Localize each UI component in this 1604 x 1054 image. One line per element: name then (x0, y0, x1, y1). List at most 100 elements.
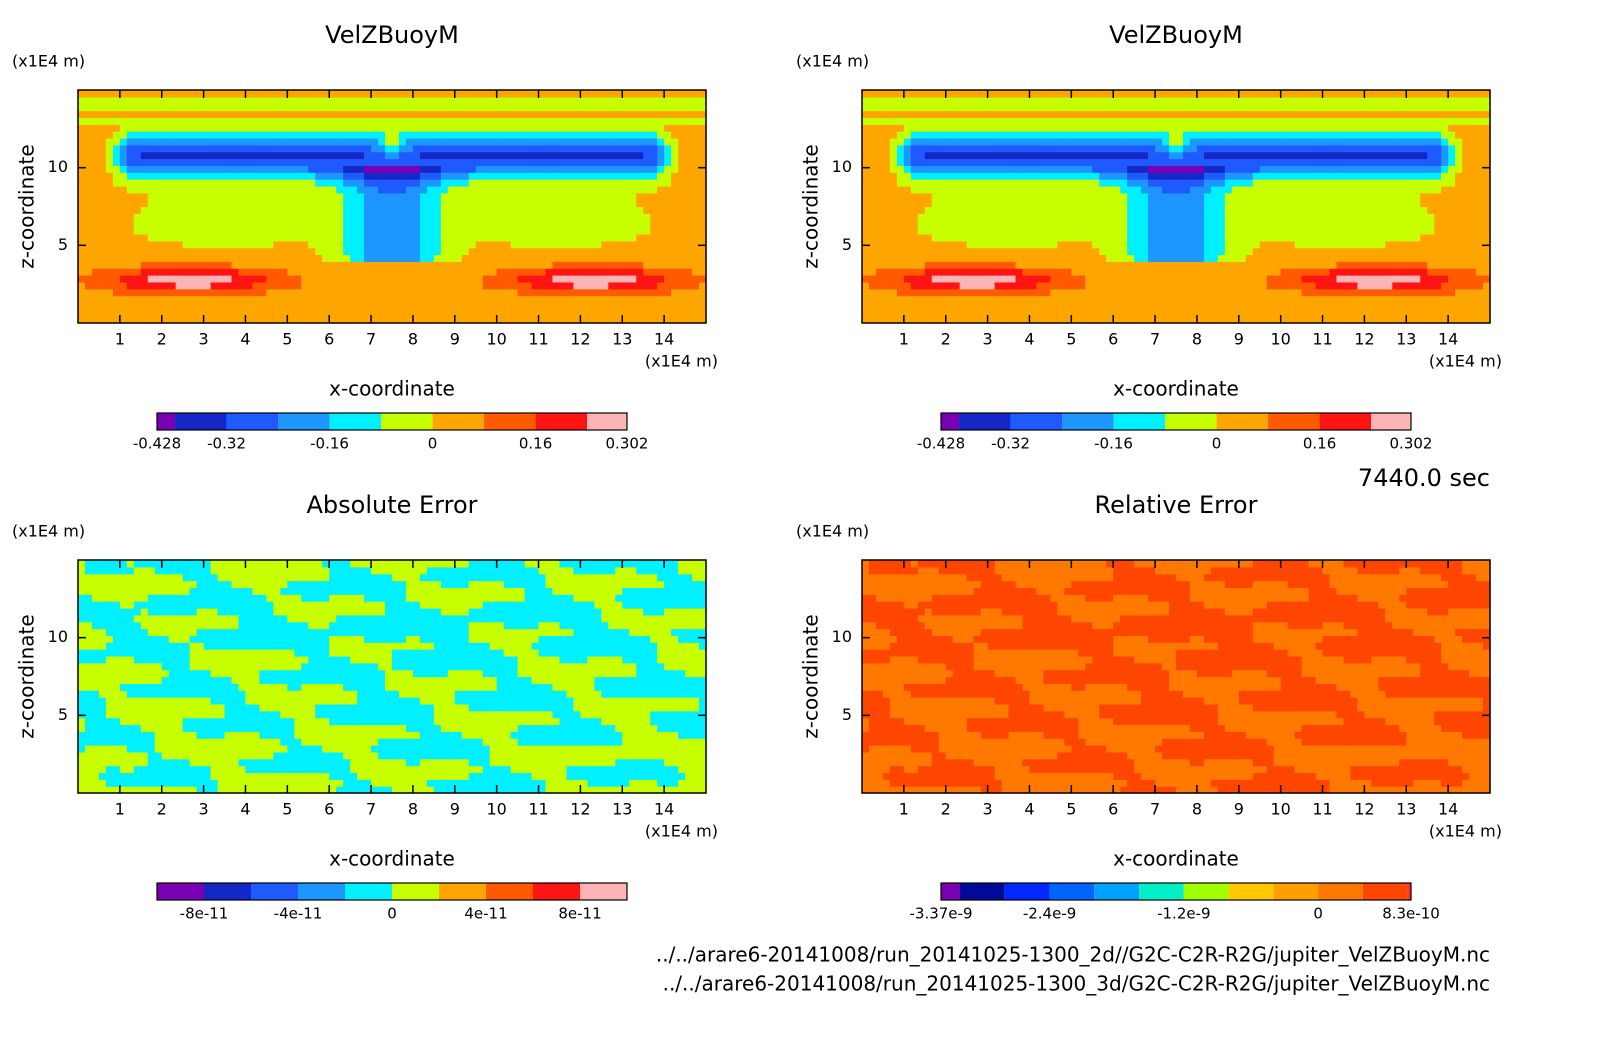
contour-cell (924, 281, 933, 290)
contour-cell (510, 302, 519, 310)
contour-cell (447, 144, 456, 153)
contour-cell (671, 179, 679, 187)
contour-cell (903, 96, 912, 105)
contour-cell (601, 302, 609, 310)
contour-cell (1015, 206, 1024, 214)
contour-cell (231, 302, 240, 310)
contour-cell (280, 117, 288, 125)
contour-cell (189, 165, 198, 173)
contour-cell (245, 275, 254, 283)
contour-cell (343, 247, 351, 256)
contour-cell (91, 117, 100, 125)
contour-cell (1008, 144, 1017, 153)
contour-cell (678, 261, 686, 269)
contour-cell (489, 247, 498, 256)
contour-cell (1196, 137, 1205, 146)
contour-cell (322, 137, 330, 146)
contour-cell (1127, 254, 1135, 262)
contour-cell (1120, 199, 1128, 208)
contour-cell (924, 288, 933, 297)
contour-cell (489, 165, 498, 173)
contour-cell (1057, 124, 1065, 132)
contour-cell (1106, 117, 1114, 125)
contour-cell (910, 110, 919, 119)
contour-cell (1050, 158, 1058, 166)
contour-cell (126, 192, 135, 201)
contour-cell (468, 151, 477, 160)
contour-cell (1155, 96, 1163, 105)
contour-cell (1043, 281, 1051, 290)
contour-cell (1231, 261, 1240, 269)
contour-cell (454, 172, 463, 180)
contour-cell (1057, 165, 1065, 173)
contour-cell (252, 185, 261, 194)
contour-cell (378, 131, 386, 139)
contour-cell (524, 103, 533, 112)
contour-cell (489, 213, 498, 221)
contour-cell (245, 151, 254, 160)
contour-cell (126, 213, 135, 221)
contour-cell (987, 302, 996, 310)
contour-cell (1120, 233, 1128, 242)
contour-cell (1176, 254, 1184, 262)
contour-cell (1057, 268, 1065, 276)
contour-cell (657, 179, 665, 187)
contour-cell (994, 240, 1003, 249)
contour-cell (608, 179, 616, 187)
contour-cell (482, 261, 491, 269)
contour-cell (357, 192, 365, 201)
contour-cell (238, 110, 247, 119)
contour-cell (196, 110, 205, 119)
contour-cell (266, 137, 274, 146)
contour-cell (105, 261, 114, 269)
contour-cell (524, 165, 533, 173)
contour-cell (133, 158, 142, 166)
contour-cell (454, 179, 463, 187)
contour-cell (454, 316, 463, 324)
contour-cell (154, 206, 163, 214)
contour-cell (994, 110, 1003, 119)
contour-cell (903, 131, 912, 139)
contour-cell (1099, 275, 1107, 283)
contour-cell (392, 103, 400, 112)
contour-cell (1078, 165, 1086, 173)
contour-cell (862, 247, 870, 256)
contour-cell (1155, 220, 1163, 228)
contour-cell (203, 172, 212, 180)
contour-cell (161, 247, 170, 256)
contour-cell (343, 124, 351, 132)
contour-cell (475, 90, 484, 98)
contour-cell (601, 158, 609, 166)
contour-cell (1029, 309, 1038, 317)
contour-cell (657, 309, 665, 317)
contour-cell (664, 240, 672, 249)
contour-cell (203, 165, 212, 173)
contour-cell (573, 309, 581, 317)
contour-cell (868, 233, 877, 242)
contour-cell (889, 185, 898, 194)
contour-cell (1057, 206, 1065, 214)
contour-cell (371, 261, 379, 269)
contour-cell (1148, 144, 1156, 153)
contour-cell (1196, 124, 1205, 132)
contour-cell (182, 137, 191, 146)
contour-cell (1176, 288, 1184, 297)
contour-cell (987, 110, 996, 119)
contour-cell (1043, 185, 1051, 194)
contour-cell (1085, 199, 1093, 208)
contour-cell (252, 302, 261, 310)
contour-cell (671, 185, 679, 194)
contour-cell (987, 172, 996, 180)
contour-cell (238, 179, 247, 187)
y-axis-label: z-coordinate (15, 144, 39, 268)
contour-cell (1036, 137, 1045, 146)
contour-cell (287, 192, 295, 201)
contour-cell (280, 185, 288, 194)
contour-cell (301, 261, 309, 269)
contour-cell (566, 158, 575, 166)
contour-cell (903, 247, 912, 256)
contour-cell (657, 103, 665, 112)
contour-cell (517, 254, 526, 262)
contour-cell (1148, 165, 1156, 173)
contour-cell (196, 302, 205, 310)
